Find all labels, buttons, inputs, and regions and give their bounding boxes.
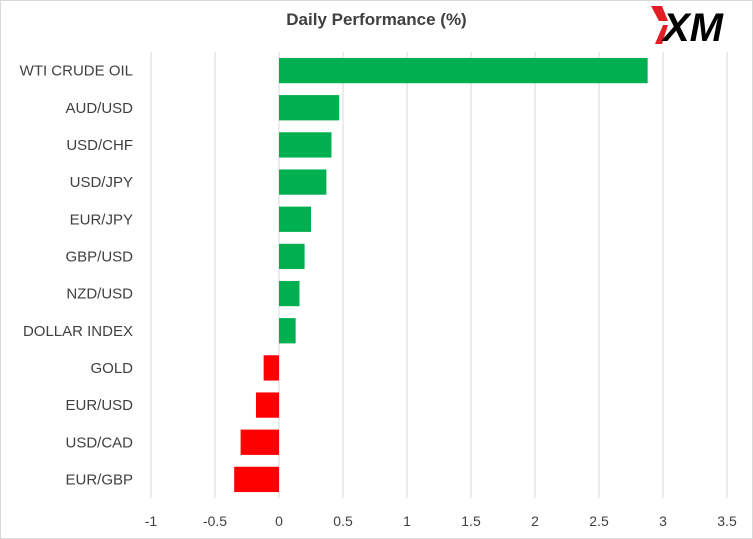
bar [279,132,332,158]
category-label: EUR/JPY [70,211,133,228]
category-label: GOLD [90,360,133,377]
bar [279,243,305,270]
xm-logo: XM [649,2,749,50]
bar [255,392,279,418]
bar [279,280,300,307]
category-label: USD/JPY [70,174,133,191]
x-tick-label: -0.5 [203,513,227,529]
bar [234,466,279,493]
bar [279,169,327,195]
category-label: USD/CHF [66,137,133,154]
logo-accent-mark-lower [655,25,668,44]
bar [279,318,296,344]
category-label: GBP/USD [65,248,133,265]
bar [279,206,311,232]
x-tick-label: 0.5 [333,513,353,529]
category-label: EUR/USD [65,397,133,414]
x-tick-label: 3.5 [717,513,737,529]
logo-accent-mark [651,6,668,21]
x-tick-label: 1 [403,513,411,529]
chart-title: Daily Performance (%) [286,10,467,29]
x-tick-label: -1 [145,513,158,529]
bar [263,355,279,381]
category-label: WTI CRUDE OIL [20,63,133,80]
bar [279,95,340,121]
category-label: NZD/USD [66,286,133,303]
category-label: DOLLAR INDEX [23,323,133,340]
x-tick-label: 3 [659,513,667,529]
category-label: USD/CAD [65,434,133,451]
bar [240,429,279,455]
category-label: AUD/USD [65,100,133,117]
x-tick-label: 1.5 [461,513,481,529]
category-label: EUR/GBP [65,471,133,488]
x-tick-label: 0 [275,513,283,529]
bar [279,57,648,84]
x-tick-label: 2 [531,513,539,529]
logo-text: XM [661,6,725,48]
x-tick-label: 2.5 [589,513,609,529]
